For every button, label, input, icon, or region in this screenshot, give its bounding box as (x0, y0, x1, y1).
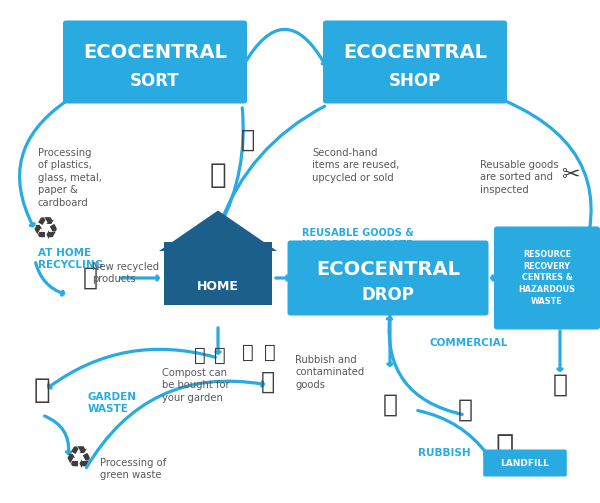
Text: Compost can
be bought for
your garden: Compost can be bought for your garden (162, 368, 230, 403)
Text: 🌾: 🌾 (264, 343, 276, 362)
Text: Processing
of plastics,
glass, metal,
paper &
cardboard: Processing of plastics, glass, metal, pa… (38, 148, 102, 208)
Text: AT HOME
RECYCLING: AT HOME RECYCLING (38, 248, 103, 271)
Text: DROP: DROP (362, 287, 415, 304)
FancyBboxPatch shape (494, 226, 600, 329)
Text: Rubbish and
contaminated
goods: Rubbish and contaminated goods (295, 355, 364, 390)
Text: 🌱: 🌱 (194, 346, 206, 365)
Text: RESOURCE
RECOVERY
CENTRES &
HAZARDOUS
WASTE: RESOURCE RECOVERY CENTRES & HAZARDOUS WA… (518, 250, 575, 306)
FancyBboxPatch shape (63, 21, 247, 104)
Text: Second-hand
items are reused,
upcycled or sold: Second-hand items are reused, upcycled o… (312, 148, 400, 183)
Text: 🌱: 🌱 (214, 346, 226, 365)
Text: RUBBISH: RUBBISH (418, 448, 470, 458)
Text: 🚛: 🚛 (383, 393, 398, 417)
Text: ECOCENTRAL: ECOCENTRAL (343, 43, 487, 62)
Text: 🧴: 🧴 (553, 373, 568, 397)
FancyBboxPatch shape (483, 450, 567, 476)
Text: ⛰: ⛰ (496, 434, 514, 462)
FancyBboxPatch shape (164, 242, 272, 305)
Text: GARDEN
WASTE: GARDEN WASTE (88, 392, 137, 414)
Text: ✂: ✂ (560, 165, 580, 185)
FancyBboxPatch shape (323, 21, 507, 104)
Text: LANDFILL: LANDFILL (500, 459, 550, 467)
Text: Processing of
green waste: Processing of green waste (100, 458, 166, 480)
Text: SHOP: SHOP (389, 72, 441, 91)
Text: 🚛: 🚛 (209, 161, 226, 189)
Text: New recycled
products: New recycled products (92, 262, 159, 284)
Text: ♻: ♻ (64, 446, 92, 474)
Text: 🌾: 🌾 (242, 343, 254, 362)
Text: ECOCENTRAL: ECOCENTRAL (83, 43, 227, 62)
Text: 🚛: 🚛 (458, 398, 473, 422)
Text: Reusable goods
are sorted and
inspected: Reusable goods are sorted and inspected (480, 160, 559, 195)
Text: REUSABLE GOODS &
HAZARDOUS WASTE: REUSABLE GOODS & HAZARDOUS WASTE (302, 228, 414, 250)
Text: 🪴: 🪴 (261, 370, 275, 394)
Text: 🛋: 🛋 (241, 128, 255, 152)
Text: ♻: ♻ (31, 215, 59, 244)
Text: 🚛: 🚛 (34, 376, 50, 404)
Text: HOME: HOME (197, 281, 239, 293)
Text: COMMERCIAL: COMMERCIAL (430, 338, 508, 348)
FancyBboxPatch shape (287, 240, 488, 315)
Polygon shape (159, 210, 277, 251)
Text: 🧴: 🧴 (83, 266, 97, 290)
Text: ECOCENTRAL: ECOCENTRAL (316, 260, 460, 279)
Text: SORT: SORT (130, 72, 180, 91)
